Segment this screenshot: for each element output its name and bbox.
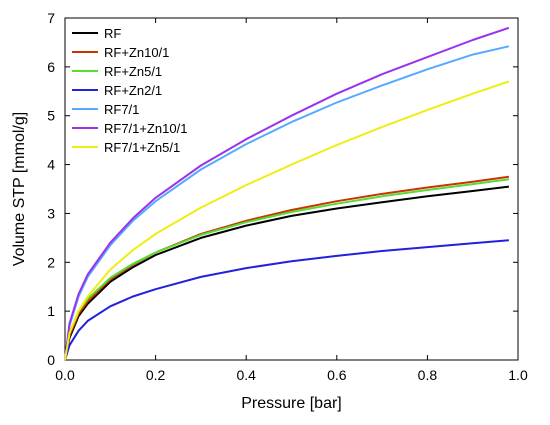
x-tick-label: 1.0 [508,367,528,383]
y-axis-title: Volume STP [mmol/g] [11,112,28,266]
legend-label-rf7-1-zn5-1: RF7/1+Zn5/1 [104,140,180,155]
y-tick-label: 4 [47,157,55,173]
series-line-rf-zn5-1 [64,178,510,361]
legend-label-rf-zn5-1: RF+Zn5/1 [104,64,162,79]
series-line-rf [64,185,510,361]
plot-frame [64,17,519,361]
series-line-rf7-1-zn10-1 [64,26,510,361]
x-tick-label: 0.4 [236,367,256,383]
y-tick-label: 1 [47,303,55,319]
series-line-rf7-1-zn5-1 [64,80,510,361]
x-tick-label: 0.6 [327,367,347,383]
series-line-rf-zn2-1 [64,239,509,361]
legend-label-rf-zn2-1: RF+Zn2/1 [104,83,162,98]
y-tick-label: 0 [47,352,55,368]
x-tick-label: 0.8 [418,367,438,383]
x-axis-title: Pressure [bar] [241,395,341,412]
legend-label-rf7-1-zn10-1: RF7/1+Zn10/1 [104,121,187,136]
series-line-rf7-1 [64,45,510,361]
y-tick-label: 7 [47,10,55,26]
x-tick-label: 0.0 [55,367,75,383]
y-tick-label: 6 [47,59,55,75]
y-tick-label: 2 [47,254,55,270]
legend-label-rf: RF [104,26,121,41]
y-tick-label: 5 [47,108,55,124]
legend-label-rf-zn10-1: RF+Zn10/1 [104,45,169,60]
legend-label-rf7-1: RF7/1 [104,102,139,117]
ticks: 0.0 0.2 0.4 0.6 0.8 1.0 0 1 2 3 4 5 6 7 [47,10,528,383]
series-group [64,26,510,361]
y-tick-label: 3 [47,205,55,221]
legend: RF RF+Zn10/1 RF+Zn5/1 RF+Zn2/1 RF7/1 RF7/1+Zn… [72,26,187,155]
x-tick-label: 0.2 [146,367,166,383]
